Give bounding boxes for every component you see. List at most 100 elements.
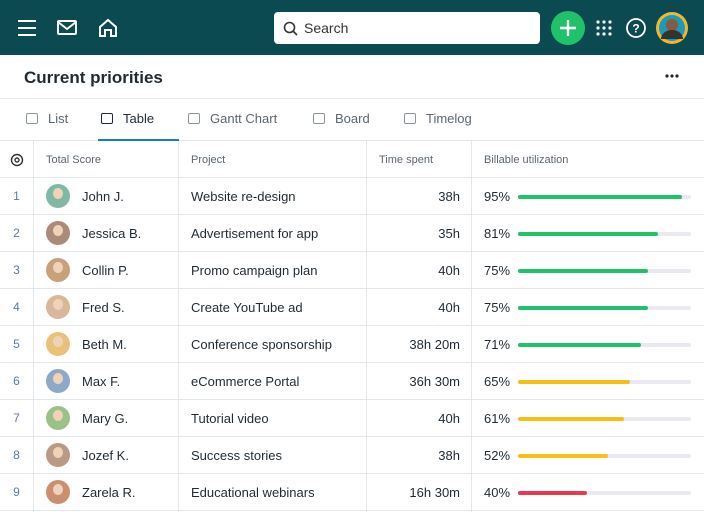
utilization-label: 52% xyxy=(484,448,511,463)
utilization-label: 40% xyxy=(484,485,511,500)
utilization-label: 61% xyxy=(484,411,511,426)
progress-bar xyxy=(518,417,624,421)
top-bar: Search ? xyxy=(0,0,704,55)
tab-underline xyxy=(98,139,179,141)
time-spent: 16h 30m xyxy=(409,485,460,500)
project-name: Create YouTube ad xyxy=(191,300,303,315)
avatar xyxy=(46,258,70,282)
column-divider xyxy=(178,141,179,512)
utilization-label: 71% xyxy=(484,337,511,352)
avatar xyxy=(46,406,70,430)
avatar-face xyxy=(53,447,63,458)
avatar xyxy=(46,295,70,319)
tab[interactable]: Table xyxy=(123,111,155,126)
progress-bar xyxy=(518,491,588,495)
person-name: Zarela R. xyxy=(82,485,136,500)
avatar-face xyxy=(53,299,63,310)
svg-text:?: ? xyxy=(632,22,639,36)
tab[interactable]: Board xyxy=(335,111,370,126)
row-index: 4 xyxy=(13,300,20,314)
search-box[interactable]: Search xyxy=(274,12,540,44)
column-header: Project xyxy=(191,154,226,166)
divider xyxy=(0,177,704,178)
avatar xyxy=(46,184,70,208)
time-spent: 38h 20m xyxy=(409,337,460,352)
person-name: Jessica B. xyxy=(82,226,142,241)
row-index: 3 xyxy=(13,263,20,277)
avatar-face xyxy=(53,225,63,236)
tab-icon xyxy=(101,113,113,124)
tab-icon xyxy=(313,113,325,124)
avatar xyxy=(46,332,70,356)
person-name: Collin P. xyxy=(82,263,129,278)
row-index: 5 xyxy=(13,337,20,351)
progress-track xyxy=(518,491,691,495)
time-spent: 38h xyxy=(438,448,460,463)
time-spent: 40h xyxy=(438,263,460,278)
project-name: Advertisement for app xyxy=(191,226,319,241)
row-index: 9 xyxy=(13,485,20,499)
avatar xyxy=(46,480,70,504)
time-spent: 38h xyxy=(438,189,460,204)
divider xyxy=(0,399,704,400)
more-button[interactable] xyxy=(664,72,680,80)
avatar xyxy=(46,369,70,393)
utilization-label: 75% xyxy=(484,263,511,278)
tab[interactable]: Gantt Chart xyxy=(210,111,278,126)
project-name: eCommerce Portal xyxy=(191,374,300,389)
nav-icons[interactable] xyxy=(16,14,126,42)
utilization-label: 81% xyxy=(484,226,511,241)
tab-icon xyxy=(26,113,38,124)
top-actions[interactable]: ? xyxy=(550,10,690,46)
progress-bar xyxy=(518,380,631,384)
row-index: 8 xyxy=(13,448,20,462)
avatar xyxy=(46,443,70,467)
column-divider xyxy=(471,141,472,512)
avatar-face xyxy=(53,188,63,199)
time-spent: 35h xyxy=(438,226,460,241)
tab[interactable]: Timelog xyxy=(426,111,472,126)
divider xyxy=(0,362,704,363)
project-name: Success stories xyxy=(191,448,283,463)
progress-bar xyxy=(518,454,608,458)
utilization-label: 65% xyxy=(484,374,511,389)
column-divider xyxy=(366,141,367,512)
person-name: Mary G. xyxy=(82,411,129,426)
utilization-label: 75% xyxy=(484,300,511,315)
progress-bar xyxy=(518,343,641,347)
person-name: Max F. xyxy=(82,374,121,389)
time-spent: 36h 30m xyxy=(409,374,460,389)
page-title: Current priorities xyxy=(24,68,163,87)
person-name: Jozef K. xyxy=(82,448,129,463)
project-name: Tutorial video xyxy=(191,411,269,426)
settings-icon[interactable] xyxy=(9,152,25,168)
tab-icon xyxy=(188,113,200,124)
person-name: John J. xyxy=(82,189,124,204)
search-placeholder: Search xyxy=(304,20,349,36)
divider xyxy=(0,98,704,99)
person-name: Beth M. xyxy=(82,337,127,352)
divider xyxy=(0,140,704,141)
row-index: 1 xyxy=(13,189,20,203)
avatar xyxy=(46,221,70,245)
divider xyxy=(0,251,704,252)
column-header: Time spent xyxy=(379,154,434,166)
progress-bar xyxy=(518,269,648,273)
divider xyxy=(0,436,704,437)
tab[interactable]: List xyxy=(48,111,69,126)
row-index: 6 xyxy=(13,374,20,388)
divider xyxy=(0,473,704,474)
divider xyxy=(0,325,704,326)
tab-icon xyxy=(404,113,416,124)
divider xyxy=(0,214,704,215)
avatar-face xyxy=(53,484,63,495)
divider xyxy=(0,510,704,511)
project-name: Promo campaign plan xyxy=(191,263,318,278)
row-index: 7 xyxy=(13,411,20,425)
row-index: 2 xyxy=(13,226,20,240)
column-divider xyxy=(33,141,34,512)
avatar-face xyxy=(53,373,63,384)
time-spent: 40h xyxy=(438,411,460,426)
person-name: Fred S. xyxy=(82,300,125,315)
